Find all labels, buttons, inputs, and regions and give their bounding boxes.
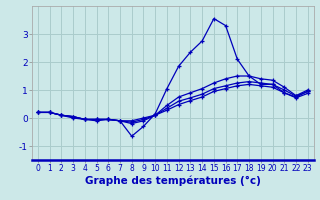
X-axis label: Graphe des températures (°c): Graphe des températures (°c): [85, 176, 261, 186]
